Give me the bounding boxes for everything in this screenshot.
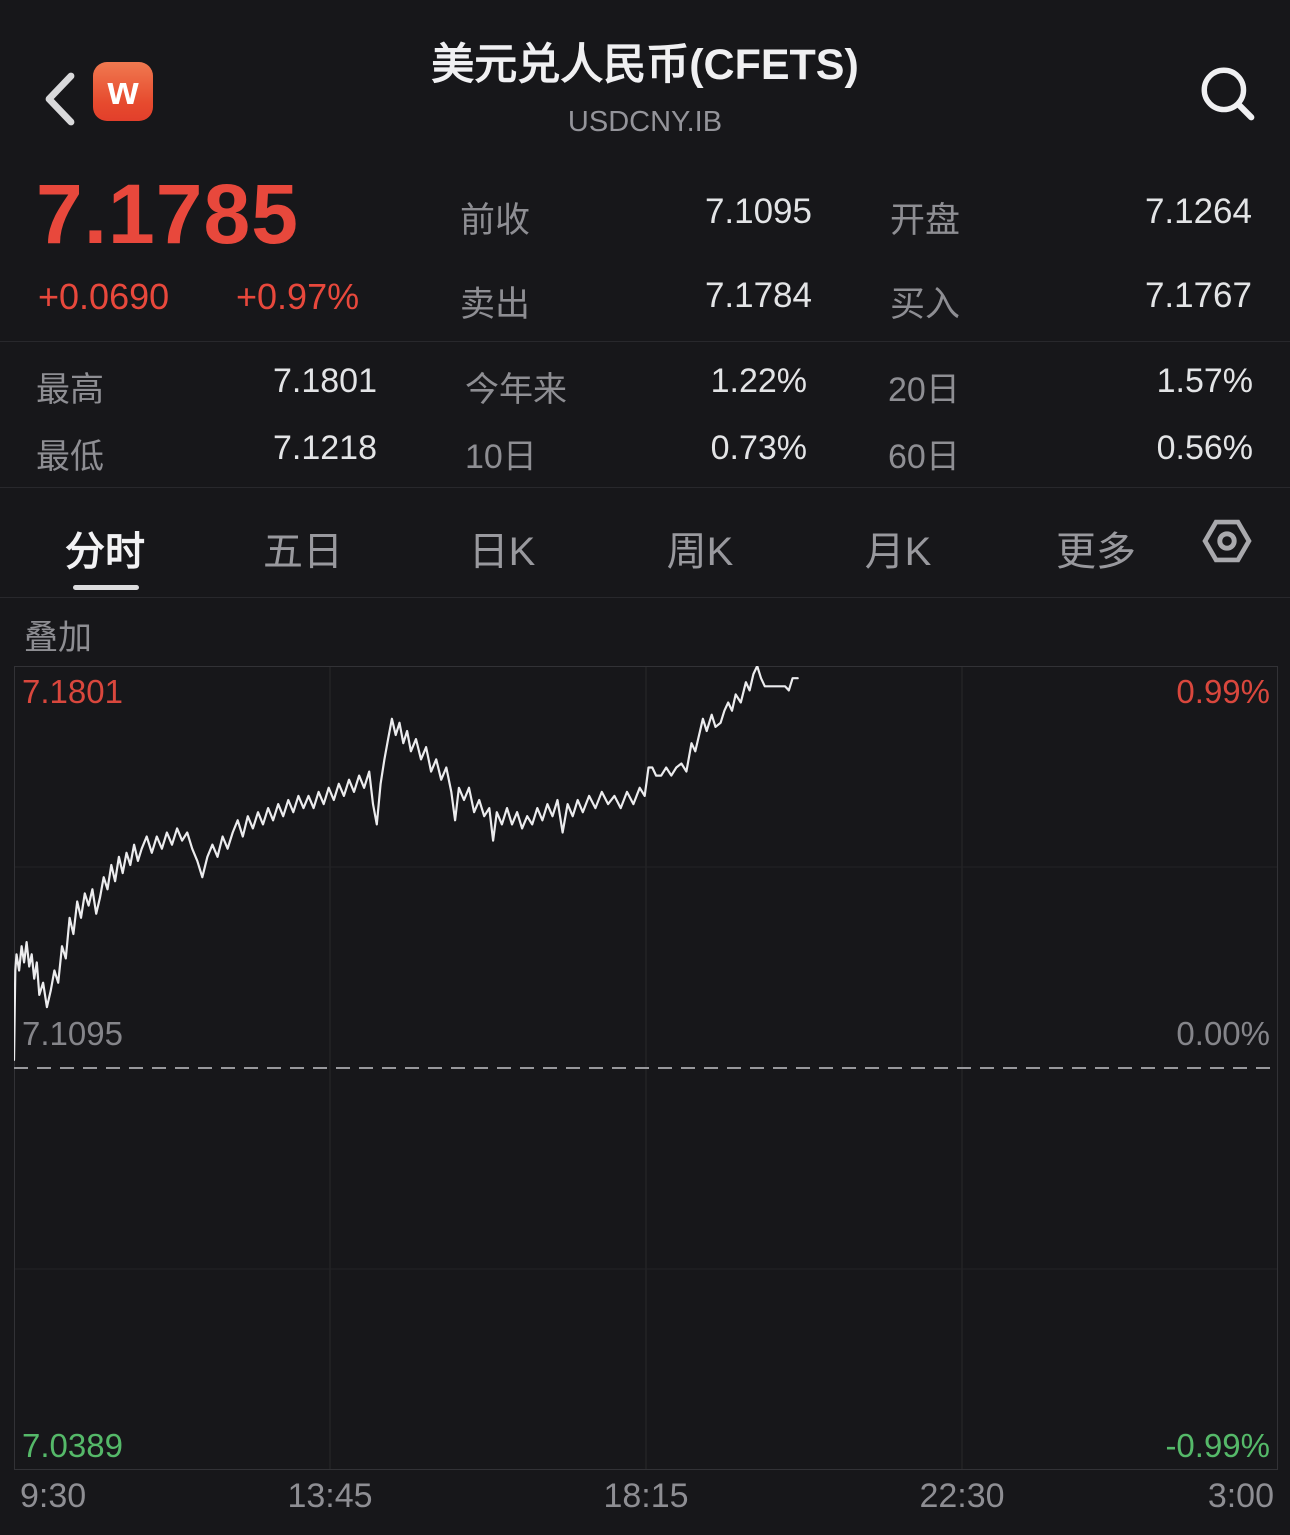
price-change: +0.0690 <box>38 276 170 317</box>
time-tick: 13:45 <box>287 1477 373 1515</box>
intraday-chart-plot-area[interactable]: 7.1801 0.99% 7.1095 0.00% 7.0389 -0.99% <box>14 666 1278 1470</box>
page-title: 美元兑人民币(CFETS) <box>431 41 859 89</box>
axis-label-high-percent: 0.99% <box>1176 673 1270 710</box>
stat-label: 开盘 <box>890 201 961 240</box>
stat-bid: 买入 7.1767 <box>890 276 1252 327</box>
stat-label: 今年来 <box>465 371 567 409</box>
stat-value: 0.56% <box>1156 429 1253 467</box>
stat-ask: 卖出 7.1784 <box>460 276 812 327</box>
price-change-row: +0.0690 +0.97% <box>38 276 368 318</box>
section-divider <box>0 341 1290 342</box>
ticker-code: USDCNY.IB <box>567 106 723 138</box>
intraday-chart-svg <box>14 666 1278 1470</box>
stat-label: 买入 <box>890 285 961 324</box>
hex-nut-settings-icon <box>1202 519 1252 563</box>
logo-letter: w <box>107 68 139 113</box>
tab-daily-k[interactable]: 日K <box>468 530 536 574</box>
axis-label-high-price: 7.1801 <box>22 673 123 710</box>
back-button[interactable] <box>36 66 84 132</box>
stat-low: 最低 7.1218 <box>36 429 377 478</box>
section-divider <box>0 487 1290 488</box>
time-tick: 22:30 <box>919 1477 1005 1515</box>
axis-label-low-percent: -0.99% <box>1165 1427 1270 1464</box>
chart-settings-button[interactable] <box>1198 512 1256 570</box>
price-change-percent: +0.97% <box>236 276 360 317</box>
search-icon <box>1201 67 1255 121</box>
active-tab-underline <box>73 585 139 590</box>
last-price: 7.1785 <box>36 167 299 261</box>
stat-10day: 10日 0.73% <box>465 429 807 478</box>
tab-intraday[interactable]: 分时 <box>65 530 145 574</box>
intraday-price-line <box>14 666 799 1061</box>
stat-value: 7.1801 <box>273 362 377 400</box>
time-axis: 9:30 13:45 18:15 22:30 3:00 <box>14 1477 1278 1521</box>
stat-value: 7.1095 <box>704 192 812 231</box>
stat-label: 最高 <box>36 371 104 409</box>
time-tick: 3:00 <box>1207 1477 1274 1515</box>
stat-open: 开盘 7.1264 <box>890 192 1252 243</box>
section-divider <box>0 597 1290 598</box>
stat-value: 1.22% <box>710 362 807 400</box>
tab-more[interactable]: 更多 <box>1056 530 1136 574</box>
tab-monthly-k[interactable]: 月K <box>864 530 932 574</box>
chevron-left-icon <box>45 72 75 126</box>
stat-value: 7.1767 <box>1144 276 1252 315</box>
stat-high: 最高 7.1801 <box>36 362 377 411</box>
axis-label-zero-percent: 0.00% <box>1176 1015 1270 1052</box>
tab-weekly-k[interactable]: 周K <box>666 530 734 574</box>
stat-label: 最低 <box>36 438 104 476</box>
axis-label-prev-close: 7.1095 <box>22 1015 123 1052</box>
stat-value: 7.1264 <box>1144 192 1252 231</box>
time-tick: 9:30 <box>20 1477 87 1515</box>
tab-5day[interactable]: 五日 <box>263 530 343 574</box>
stat-value: 0.73% <box>710 429 807 467</box>
stat-label: 10日 <box>465 438 537 476</box>
stat-label: 20日 <box>888 371 960 409</box>
stat-ytd: 今年来 1.22% <box>465 362 807 411</box>
stat-value: 7.1784 <box>704 276 812 315</box>
stat-20day: 20日 1.57% <box>888 362 1253 411</box>
stat-label: 前收 <box>460 201 531 240</box>
overlay-compare-button[interactable]: 叠加 <box>24 619 92 657</box>
axis-label-low-price: 7.0389 <box>22 1427 123 1464</box>
stat-value: 1.57% <box>1156 362 1253 400</box>
stat-label: 卖出 <box>460 285 531 324</box>
time-tick: 18:15 <box>603 1477 689 1515</box>
stat-value: 7.1218 <box>273 429 377 467</box>
stat-60day: 60日 0.56% <box>888 429 1253 478</box>
stat-prev-close: 前收 7.1095 <box>460 192 812 243</box>
wind-app-logo[interactable]: w <box>93 62 153 121</box>
search-button[interactable] <box>1194 60 1260 126</box>
stat-label: 60日 <box>888 438 960 476</box>
